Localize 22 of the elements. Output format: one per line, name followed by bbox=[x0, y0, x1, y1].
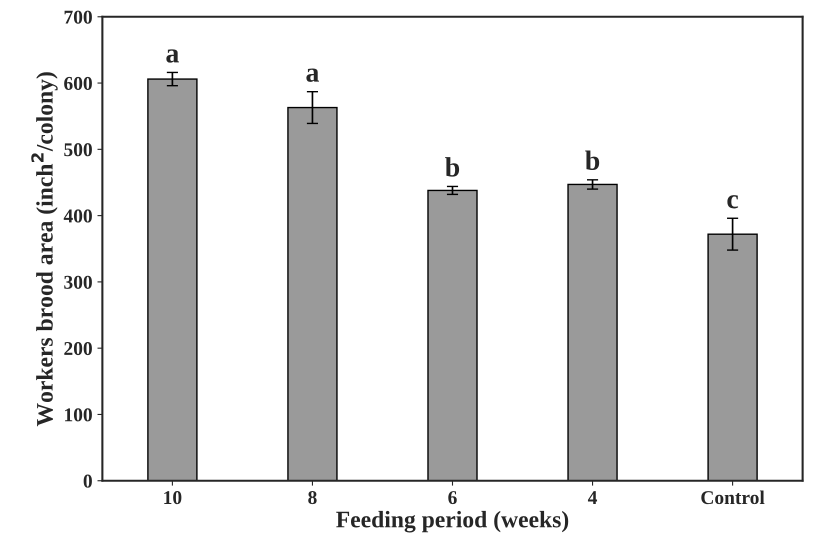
x-tick-label: Control bbox=[701, 490, 764, 504]
bar bbox=[427, 190, 478, 481]
annotation: b bbox=[445, 157, 460, 177]
y-axis-title: Workers brood area (inch$^{2}$/colony) bbox=[31, 72, 58, 426]
x-tick-label: 8 bbox=[308, 491, 317, 504]
y-tick-label: 500 bbox=[64, 143, 92, 156]
annotation: a bbox=[166, 49, 179, 63]
y-tick-label: 400 bbox=[64, 209, 92, 223]
y-tick-label: 700 bbox=[64, 10, 92, 24]
y-tick-label: 300 bbox=[64, 276, 92, 289]
x-tick-label: 4 bbox=[588, 491, 598, 504]
y-tick-label: 0 bbox=[84, 474, 92, 488]
annotation: c bbox=[727, 195, 738, 208]
x-tick-label: 10 bbox=[164, 491, 182, 504]
annotation: a bbox=[306, 68, 319, 82]
y-tick-label: 200 bbox=[64, 342, 92, 356]
x-axis-title: Feeding period (weeks) bbox=[336, 510, 568, 532]
x-tick-label: 6 bbox=[448, 491, 457, 504]
y-tick-label: 600 bbox=[64, 76, 92, 90]
bar bbox=[567, 184, 618, 481]
y-tick-label: 100 bbox=[65, 408, 92, 422]
annotation: b bbox=[585, 150, 600, 170]
